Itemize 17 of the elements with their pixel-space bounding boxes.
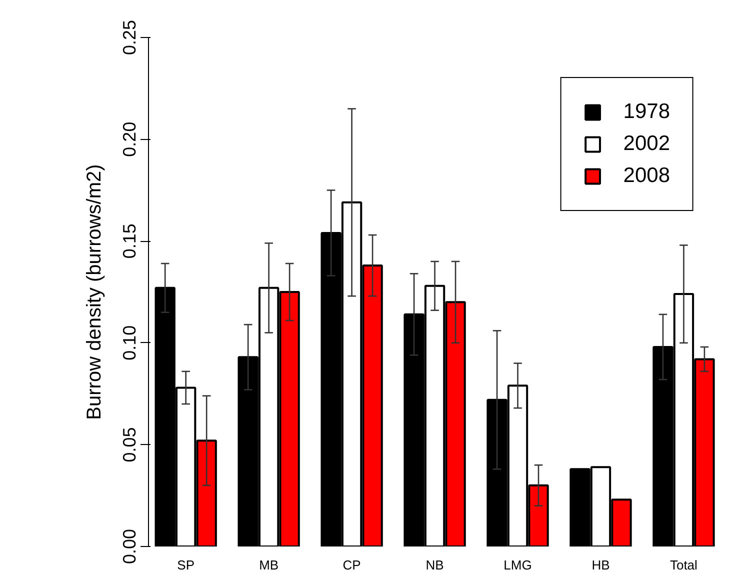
- y-tick-label: 0.15: [120, 224, 140, 259]
- x-tick-label: NB: [426, 558, 444, 572]
- y-tick-label: 0.10: [120, 325, 140, 360]
- x-tick-label: HB: [592, 558, 610, 572]
- x-tick-label: SP: [177, 558, 195, 572]
- y-tick-label: 0.05: [120, 427, 140, 462]
- y-tick-label: 0.25: [120, 20, 140, 56]
- y-axis-title: Burrow density (burrows/m2): [84, 164, 106, 420]
- y-tick-label: 0.20: [120, 122, 140, 157]
- y-tick-label: 0.00: [120, 528, 140, 564]
- x-tick-label: LMG: [504, 558, 532, 572]
- legend-label: 2008: [623, 164, 670, 188]
- legend-label: 1978: [623, 100, 670, 124]
- x-tick-label: Total: [670, 558, 698, 572]
- x-tick-label: MB: [259, 558, 279, 572]
- x-tick-label: CP: [342, 558, 361, 572]
- legend-label: 2002: [623, 132, 670, 156]
